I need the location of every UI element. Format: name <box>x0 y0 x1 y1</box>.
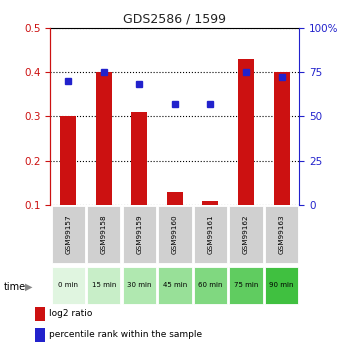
Text: percentile rank within the sample: percentile rank within the sample <box>49 330 202 339</box>
Text: 15 min: 15 min <box>92 283 116 288</box>
Text: 90 min: 90 min <box>269 283 294 288</box>
Bar <box>96 72 112 250</box>
Text: GSM99158: GSM99158 <box>101 215 107 254</box>
Text: time: time <box>3 282 26 292</box>
Bar <box>52 267 85 304</box>
Bar <box>60 117 76 250</box>
Text: ▶: ▶ <box>25 282 32 292</box>
Bar <box>87 267 120 304</box>
Bar <box>194 206 227 263</box>
Bar <box>203 201 219 250</box>
Bar <box>238 59 254 250</box>
Text: GSM99162: GSM99162 <box>243 215 249 254</box>
Text: 45 min: 45 min <box>163 283 187 288</box>
Bar <box>229 206 263 263</box>
Bar <box>265 267 298 304</box>
Bar <box>158 206 192 263</box>
Bar <box>87 206 120 263</box>
Text: GSM99157: GSM99157 <box>65 215 71 254</box>
Text: GSM99160: GSM99160 <box>172 215 178 254</box>
Text: 60 min: 60 min <box>198 283 223 288</box>
Text: GSM99163: GSM99163 <box>278 215 285 254</box>
Bar <box>274 72 290 250</box>
Bar <box>122 267 156 304</box>
Bar <box>265 206 298 263</box>
Bar <box>158 267 192 304</box>
Text: GSM99161: GSM99161 <box>207 215 213 254</box>
Text: GSM99159: GSM99159 <box>136 215 142 254</box>
Text: log2 ratio: log2 ratio <box>49 309 92 318</box>
Bar <box>167 192 183 250</box>
Title: GDS2586 / 1599: GDS2586 / 1599 <box>124 12 226 25</box>
Bar <box>194 267 227 304</box>
Text: 75 min: 75 min <box>234 283 258 288</box>
Bar <box>131 112 147 250</box>
Text: 30 min: 30 min <box>127 283 152 288</box>
Bar <box>122 206 156 263</box>
Bar <box>229 267 263 304</box>
Bar <box>52 206 85 263</box>
Text: 0 min: 0 min <box>58 283 78 288</box>
